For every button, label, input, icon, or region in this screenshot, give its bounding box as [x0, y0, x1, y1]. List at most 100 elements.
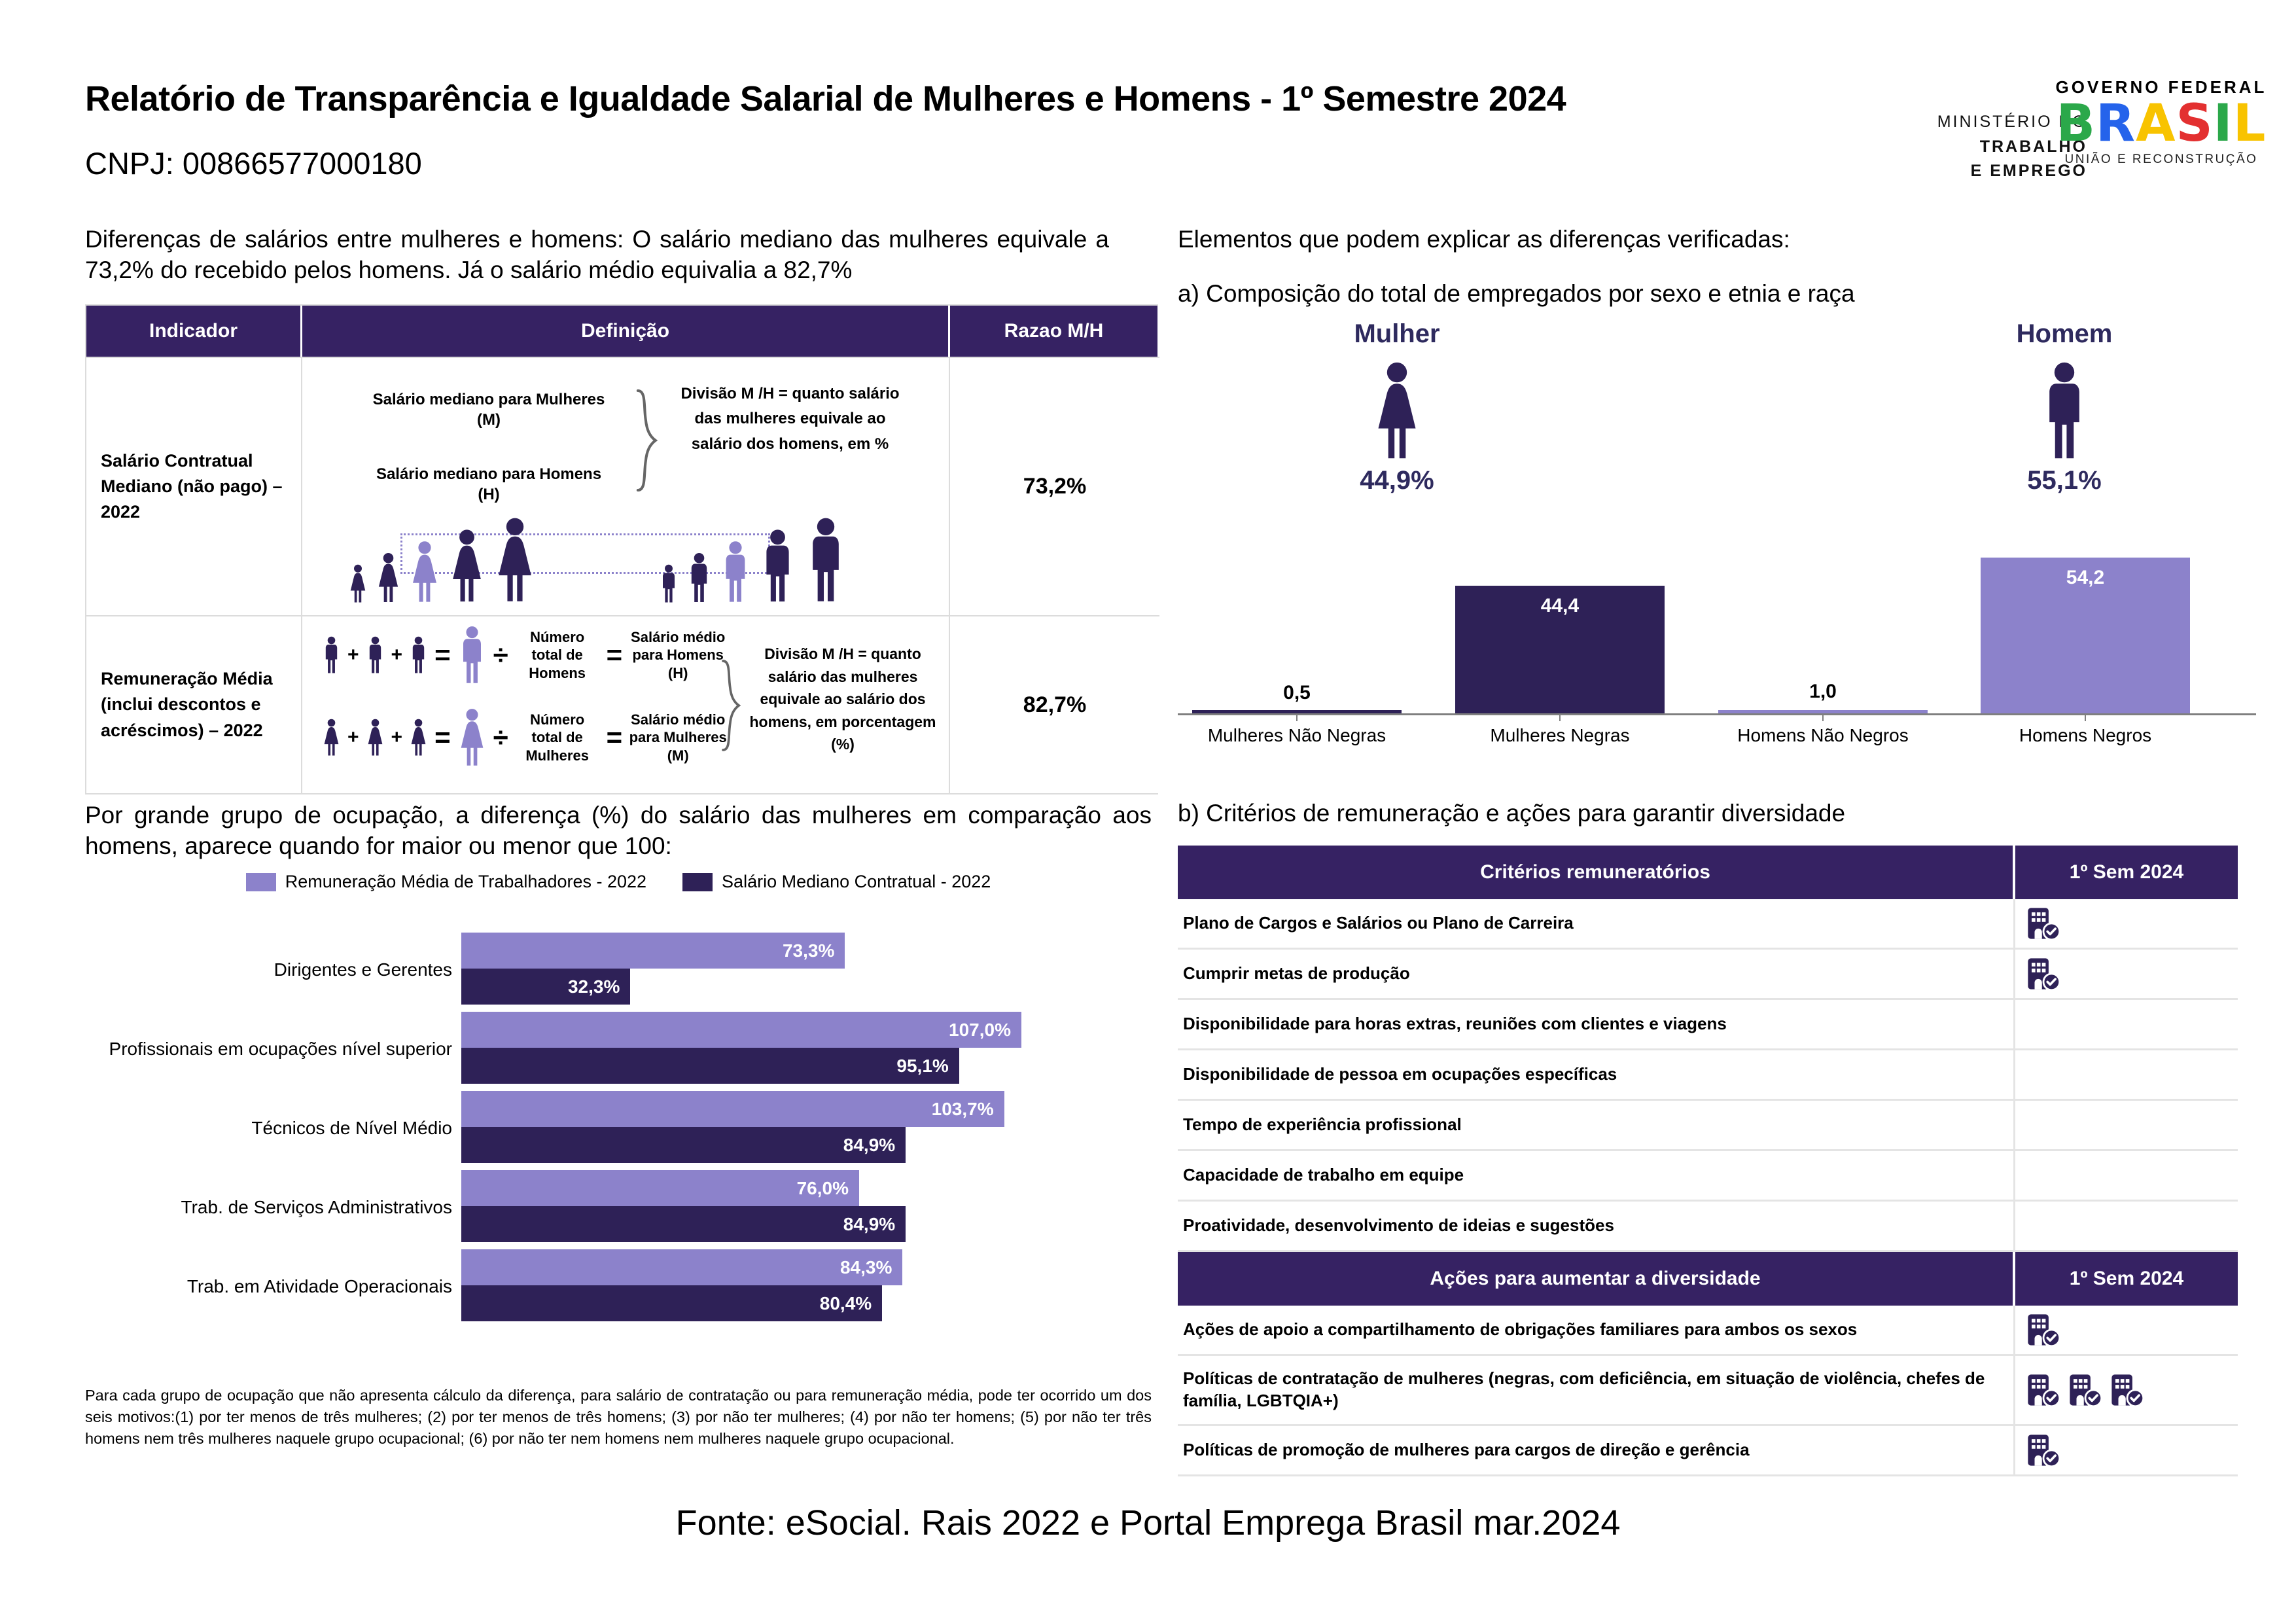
bar-group: Trab. em Atividade Operacionais 84,3% 80…: [85, 1247, 1152, 1326]
criteria-value: [2015, 1101, 2238, 1149]
building-check-icon: [2026, 906, 2061, 941]
bar-value-label: 1,0: [1809, 680, 1837, 702]
intro-text: Diferenças de salários entre mulheres e …: [85, 226, 1109, 284]
legend-label: Salário Mediano Contratual - 2022: [722, 872, 991, 891]
col-header-indicador: Indicador: [86, 306, 302, 357]
table-row: Proatividade, desenvolvimento de ideias …: [1178, 1202, 2238, 1252]
bar-light: 76,0%: [461, 1170, 859, 1206]
occupation-footnote: Para cada grupo de ocupação que não apre…: [85, 1387, 1152, 1447]
woman-icon: [457, 708, 487, 767]
table-row: Capacidade de trabalho em equipe: [1178, 1151, 2238, 1202]
bar-dark: 80,4%: [461, 1285, 883, 1321]
ministry-logo: MINISTÉRIO DO TRABALHO E EMPREGO: [1826, 110, 2087, 184]
building-check-icon: [2026, 956, 2061, 991]
action-label: Políticas de promoção de mulheres para c…: [1178, 1425, 2015, 1474]
man-icon: [720, 541, 751, 603]
axis-tick: [1296, 715, 1298, 721]
bar: [1192, 710, 1402, 713]
bar-value-label: 44,4: [1540, 594, 1580, 616]
indicator-row2-ratio: 82,7%: [950, 615, 1159, 793]
ministry-line: TRABALHO: [1979, 137, 2087, 156]
x-axis-label: Mulheres Negras: [1490, 725, 1630, 745]
indicator-table: Indicador Definição Razao M/H Salário Co…: [85, 304, 1159, 794]
occupation-heading: Por grande grupo de ocupação, a diferenç…: [85, 802, 1152, 860]
bar-group: Trab. de Serviços Administrativos 76,0% …: [85, 1168, 1152, 1247]
building-check-icon: [2110, 1372, 2145, 1408]
criteria-table: Critérios remuneratórios 1º Sem 2024 Pla…: [1178, 846, 2238, 1476]
bar: 54,2: [1981, 557, 2190, 713]
criteria-label: Disponibilidade para horas extras, reuni…: [1178, 1000, 2015, 1048]
homem-percentage: 55,1%: [2027, 466, 2102, 495]
women-figures-group: [348, 517, 537, 603]
bar-dark: 84,9%: [461, 1206, 906, 1242]
bar-value-label: 103,7%: [931, 1098, 994, 1119]
page-title: Relatório de Transparência e Igualdade S…: [85, 79, 1566, 118]
table-row: Plano de Cargos e Salários ou Plano de C…: [1178, 899, 2238, 950]
equals-sign: =: [434, 722, 451, 753]
x-axis-label: Homens Negros: [2019, 725, 2152, 745]
bar-light: 103,7%: [461, 1091, 1004, 1127]
axis-tick: [1822, 715, 1824, 721]
man-icon: [659, 564, 679, 603]
criteria-table-header: Critérios remuneratórios 1º Sem 2024: [1178, 846, 2238, 899]
woman-icon: [366, 719, 385, 757]
woman-icon: [322, 719, 341, 757]
bar-value-label: 84,9%: [843, 1213, 896, 1234]
criteria-value: [2015, 1151, 2238, 1200]
man-icon: [686, 552, 712, 603]
chart-legend: Remuneração Média de Trabalhadores - 202…: [85, 872, 1152, 892]
bar-homens-nao-negros: 1,0: [1718, 553, 1928, 713]
composition-bar-chart: 0,5 44,4 1,0 54,2: [1184, 553, 2251, 713]
bar: [1718, 710, 1928, 713]
indicator-row1-ratio: 73,2%: [950, 357, 1159, 615]
bar-value-label: 32,3%: [567, 976, 620, 997]
equals-sign: =: [434, 639, 451, 670]
actions-header-label: Ações para aumentar a diversidade: [1178, 1252, 2015, 1306]
ministry-line: MINISTÉRIO DO: [1937, 113, 2087, 131]
source-footer: Fonte: eSocial. Rais 2022 e Portal Empre…: [675, 1503, 1621, 1543]
occupation-bar-chart: Dirigentes e Gerentes 73,3% 32,3% Profis…: [85, 931, 1152, 1327]
category-label: Trab. de Serviços Administrativos: [181, 1197, 452, 1217]
bar-light: 73,3%: [461, 933, 845, 969]
building-check-icon: [2068, 1372, 2103, 1408]
criteria-label: Plano de Cargos e Salários ou Plano de C…: [1178, 899, 2015, 948]
x-axis-line: [1178, 713, 2256, 715]
plus-sign: +: [391, 644, 403, 666]
woman-icon: [348, 564, 368, 603]
building-check-icon: [2026, 1433, 2061, 1468]
man-icon: [322, 636, 341, 674]
equals-sign: =: [606, 722, 623, 753]
table-row: Ações de apoio a compartilhamento de obr…: [1178, 1306, 2238, 1356]
women-average-label: Salário médio para Mulheres (M): [629, 711, 727, 764]
bar-value-label: 107,0%: [949, 1019, 1011, 1040]
table-row: Disponibilidade de pessoa em ocupações e…: [1178, 1050, 2238, 1101]
x-axis-label: Mulheres Não Negras: [1207, 725, 1386, 745]
building-check-icon: [2026, 1312, 2061, 1347]
criteria-value: [2015, 1202, 2238, 1250]
axis-tick: [1559, 715, 1561, 721]
plus-sign: +: [347, 644, 359, 666]
action-value: [2015, 1306, 2238, 1354]
bar-mulheres-negras: 44,4: [1455, 553, 1665, 713]
elements-heading: Elementos que podem explicar as diferenç…: [1178, 226, 1790, 253]
homem-label: Homem: [2016, 319, 2113, 348]
category-label: Técnicos de Nível Médio: [251, 1118, 452, 1138]
legend-swatch-dark-icon: [682, 872, 713, 891]
criteria-value: [2015, 1050, 2238, 1099]
criteria-value: [2015, 899, 2238, 948]
gov-brasil-logo: GOVERNO FEDERAL BRASIL UNIÃO E RECONSTRU…: [2047, 77, 2276, 167]
median-women-label: Salário mediano para Mulheres (M): [372, 391, 605, 429]
bar-group: Dirigentes e Gerentes 73,3% 32,3%: [85, 931, 1152, 1009]
brace-icon: [633, 372, 658, 508]
uniao-reconstrucao-label: UNIÃO E RECONSTRUÇÃO: [2064, 152, 2258, 166]
man-icon: [759, 529, 796, 603]
man-icon: [409, 636, 428, 674]
bar-homens-negros: 54,2: [1981, 553, 2190, 713]
bar-value-label: 84,3%: [839, 1257, 892, 1277]
action-label: Ações de apoio a compartilhamento de obr…: [1178, 1306, 2015, 1354]
criteria-header-label: Critérios remuneratórios: [1178, 846, 2015, 899]
indicator-row1-definition: Salário mediano para Mulheres (M) Salári…: [302, 357, 950, 615]
table-row: Tempo de experiência profissional: [1178, 1101, 2238, 1151]
men-average-label: Salário médio para Homens (H): [631, 628, 726, 681]
brasil-wordmark-icon: BRASIL: [2056, 94, 2267, 153]
